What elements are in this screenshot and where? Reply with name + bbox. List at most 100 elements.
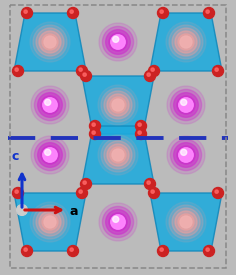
Circle shape: [175, 31, 197, 53]
Circle shape: [107, 94, 129, 116]
Polygon shape: [150, 13, 222, 71]
Circle shape: [30, 22, 70, 62]
Circle shape: [36, 28, 64, 56]
Circle shape: [106, 30, 130, 54]
Circle shape: [148, 188, 160, 199]
Circle shape: [172, 28, 200, 56]
Circle shape: [67, 246, 79, 257]
Polygon shape: [150, 193, 222, 251]
Circle shape: [169, 205, 203, 239]
Circle shape: [21, 246, 33, 257]
Circle shape: [166, 202, 206, 242]
Circle shape: [215, 190, 218, 193]
Circle shape: [206, 10, 209, 13]
Circle shape: [43, 98, 57, 112]
Circle shape: [113, 36, 119, 42]
Circle shape: [30, 202, 70, 242]
Circle shape: [39, 31, 61, 53]
Circle shape: [172, 208, 200, 236]
Circle shape: [17, 205, 28, 216]
Circle shape: [33, 205, 67, 239]
Circle shape: [15, 68, 18, 71]
Circle shape: [113, 216, 119, 222]
Circle shape: [107, 144, 129, 166]
Circle shape: [110, 97, 126, 113]
Circle shape: [39, 211, 61, 233]
Circle shape: [148, 65, 160, 76]
Circle shape: [102, 207, 134, 238]
Circle shape: [102, 26, 134, 57]
Circle shape: [206, 248, 209, 251]
Circle shape: [80, 178, 92, 189]
Circle shape: [160, 10, 163, 13]
Circle shape: [70, 248, 73, 251]
Circle shape: [138, 123, 141, 126]
Circle shape: [89, 120, 101, 131]
Circle shape: [42, 214, 58, 230]
Circle shape: [167, 86, 205, 124]
Polygon shape: [14, 13, 86, 71]
Circle shape: [42, 34, 58, 50]
Circle shape: [79, 190, 82, 193]
Circle shape: [92, 131, 95, 134]
Circle shape: [15, 190, 18, 193]
Circle shape: [180, 36, 192, 48]
Circle shape: [67, 7, 79, 18]
Circle shape: [177, 146, 195, 164]
Circle shape: [144, 70, 156, 81]
Circle shape: [179, 148, 193, 162]
Circle shape: [212, 65, 223, 76]
Circle shape: [43, 148, 57, 162]
Circle shape: [33, 25, 67, 59]
Circle shape: [80, 70, 92, 81]
Circle shape: [104, 141, 132, 169]
Circle shape: [112, 99, 124, 111]
Circle shape: [101, 138, 135, 172]
Circle shape: [151, 68, 154, 71]
Circle shape: [147, 73, 150, 76]
Circle shape: [34, 89, 66, 120]
Circle shape: [41, 96, 59, 114]
Circle shape: [70, 10, 73, 13]
Circle shape: [111, 35, 125, 49]
Text: c: c: [12, 150, 19, 163]
Circle shape: [99, 23, 137, 61]
Polygon shape: [82, 126, 154, 184]
Circle shape: [31, 86, 69, 124]
Circle shape: [203, 246, 215, 257]
Circle shape: [45, 149, 51, 155]
Circle shape: [135, 120, 147, 131]
Circle shape: [181, 149, 187, 155]
Circle shape: [177, 96, 195, 114]
Circle shape: [178, 214, 194, 230]
Circle shape: [215, 68, 218, 71]
Circle shape: [24, 10, 27, 13]
Polygon shape: [14, 193, 86, 251]
Circle shape: [174, 143, 198, 167]
Circle shape: [109, 213, 127, 231]
Circle shape: [169, 25, 203, 59]
Circle shape: [157, 246, 169, 257]
Circle shape: [174, 93, 198, 117]
Circle shape: [109, 33, 127, 51]
Circle shape: [170, 139, 202, 170]
Circle shape: [106, 210, 130, 234]
Circle shape: [31, 136, 69, 174]
Circle shape: [160, 248, 163, 251]
Circle shape: [147, 181, 150, 184]
Circle shape: [138, 131, 141, 134]
Circle shape: [83, 181, 86, 184]
Circle shape: [167, 136, 205, 174]
Circle shape: [203, 7, 215, 18]
Circle shape: [21, 7, 33, 18]
Circle shape: [101, 88, 135, 122]
Circle shape: [41, 146, 59, 164]
Circle shape: [38, 143, 62, 167]
Polygon shape: [82, 76, 154, 134]
Circle shape: [36, 208, 64, 236]
Circle shape: [112, 149, 124, 161]
Circle shape: [98, 135, 138, 175]
Circle shape: [89, 128, 101, 139]
Circle shape: [44, 36, 56, 48]
Circle shape: [104, 91, 132, 119]
